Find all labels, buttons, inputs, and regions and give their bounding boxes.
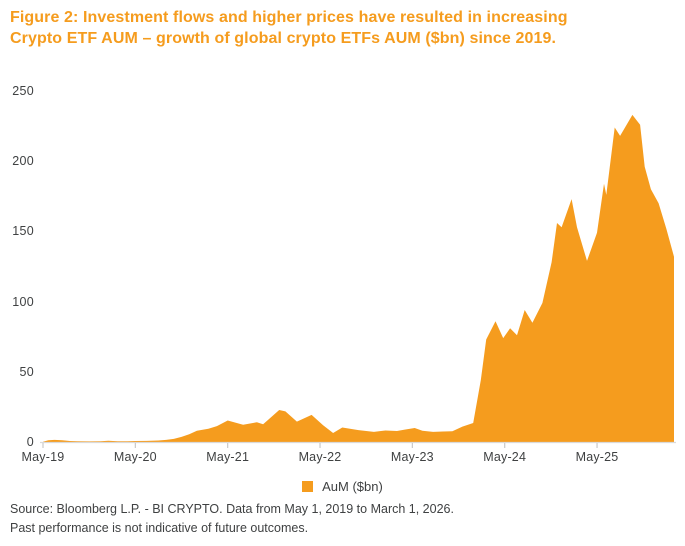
y-tick-label: 200 (12, 154, 34, 169)
x-tick-label: May-19 (21, 450, 65, 464)
y-tick-label: 250 (12, 84, 34, 98)
x-tick-label: May-24 (483, 450, 527, 464)
y-tick-label: 100 (12, 294, 34, 309)
plot-area (40, 114, 676, 448)
source-note: Source: Bloomberg L.P. - BI CRYPTO. Data… (10, 502, 454, 516)
x-tick-label: May-21 (206, 450, 250, 464)
x-tick-label: May-22 (298, 450, 342, 464)
disclaimer-note: Past performance is not indicative of fu… (10, 520, 309, 535)
figure-title: Figure 2: Investment flows and higher pr… (10, 7, 650, 49)
chart-legend: AuM ($bn) (0, 479, 685, 494)
footer-notes: Source: Bloomberg L.P. - BI CRYPTO. Data… (10, 500, 670, 537)
legend-swatch-orange-square-icon (302, 481, 314, 492)
figure-title-line1: Figure 2: Investment flows and higher pr… (10, 9, 568, 26)
y-tick-label: 150 (12, 224, 34, 239)
figure-title-line2: Crypto ETF AUM – growth of global crypto… (10, 30, 557, 47)
legend-label: AuM ($bn) (322, 479, 383, 494)
y-tick-label: 0 (26, 435, 34, 449)
aum-area-series (43, 114, 674, 443)
x-tick-label: May-23 (390, 450, 434, 464)
x-tick-label: May-20 (113, 450, 157, 464)
x-tick-label: May-25 (575, 450, 619, 464)
y-tick-label: 50 (19, 364, 34, 379)
